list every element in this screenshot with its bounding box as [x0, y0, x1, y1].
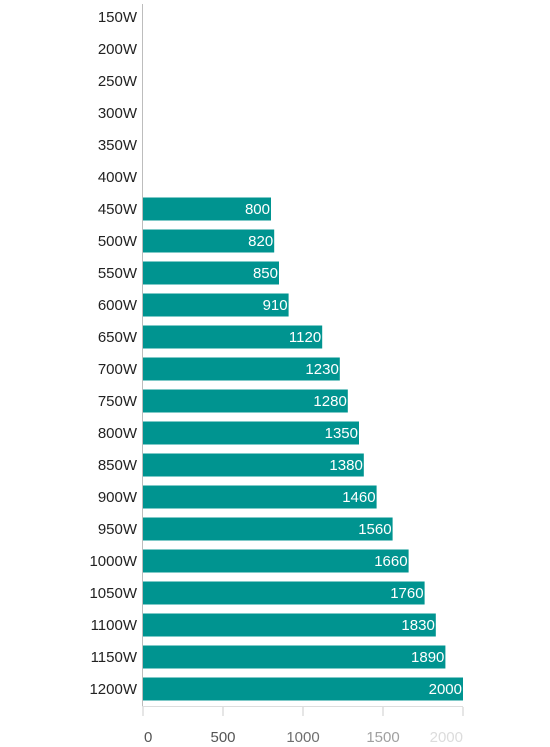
- bar-value-label: 800: [245, 201, 270, 218]
- bar-value-label: 1120: [289, 329, 321, 346]
- bar: [143, 517, 393, 541]
- x-ticks-group: 0 500 1000 1500 2000: [142, 707, 464, 746]
- bar-value-label: 1760: [390, 585, 423, 602]
- category-label: 250W: [98, 73, 138, 90]
- bar: [143, 421, 359, 445]
- bar: [143, 549, 409, 573]
- bar: [143, 453, 364, 477]
- bar-value-label: 1350: [325, 425, 358, 442]
- bar: [143, 197, 271, 221]
- x-tick-label: 500: [210, 729, 235, 746]
- bar: [143, 613, 436, 637]
- category-label: 1150W: [91, 649, 138, 666]
- bar: [143, 581, 425, 605]
- category-label: 850W: [98, 457, 138, 474]
- bar: [143, 357, 340, 381]
- bar: [143, 645, 446, 669]
- category-labels: 150W 200W 250W 300W 350W 400W 450W 500W 550W 600W…: [89, 9, 137, 698]
- category-label: 1100W: [91, 617, 138, 634]
- category-label: 600W: [98, 297, 138, 314]
- bar: [143, 325, 323, 349]
- x-tick-label: 0: [144, 729, 152, 746]
- bar: [143, 229, 275, 253]
- bar-value-label: 1280: [313, 393, 346, 410]
- category-label: 750W: [98, 393, 138, 410]
- category-label: 550W: [98, 265, 138, 282]
- bar: [143, 485, 377, 509]
- category-label: 950W: [98, 521, 138, 538]
- category-label: 650W: [98, 329, 138, 346]
- category-label: 700W: [98, 361, 138, 378]
- bar-value-label: 1460: [342, 489, 375, 506]
- bar-value-label: 2000: [429, 681, 462, 698]
- category-label: 1050W: [89, 585, 137, 602]
- category-label: 900W: [98, 489, 138, 506]
- category-label: 200W: [98, 41, 138, 58]
- bar: [143, 261, 279, 285]
- category-label: 150W: [98, 9, 138, 26]
- category-label: 800W: [98, 425, 138, 442]
- category-label: 1000W: [89, 553, 137, 570]
- bar: [143, 677, 463, 701]
- bar-value-label: 820: [248, 233, 273, 250]
- bar-value-label: 1660: [374, 553, 407, 570]
- x-tick-label: 1000: [286, 729, 319, 746]
- bar-value-label: 1230: [305, 361, 338, 378]
- category-label: 450W: [98, 201, 138, 218]
- x-tick-label: 1500: [366, 729, 399, 746]
- category-label: 500W: [98, 233, 138, 250]
- x-tick-label: 2000: [430, 729, 463, 746]
- category-label: 400W: [98, 169, 138, 186]
- bar-value-label: 910: [263, 297, 288, 314]
- bar: [143, 389, 348, 413]
- bar-value-label: 850: [253, 265, 278, 282]
- bar: [143, 293, 289, 317]
- category-label: 1200W: [89, 681, 137, 698]
- bar-value-label: 1830: [401, 617, 434, 634]
- category-label: 350W: [98, 137, 138, 154]
- bar-value-label: 1560: [358, 521, 391, 538]
- bar-value-label: 1890: [411, 649, 444, 666]
- category-label: 300W: [98, 105, 138, 122]
- bar-value-label: 1380: [329, 457, 362, 474]
